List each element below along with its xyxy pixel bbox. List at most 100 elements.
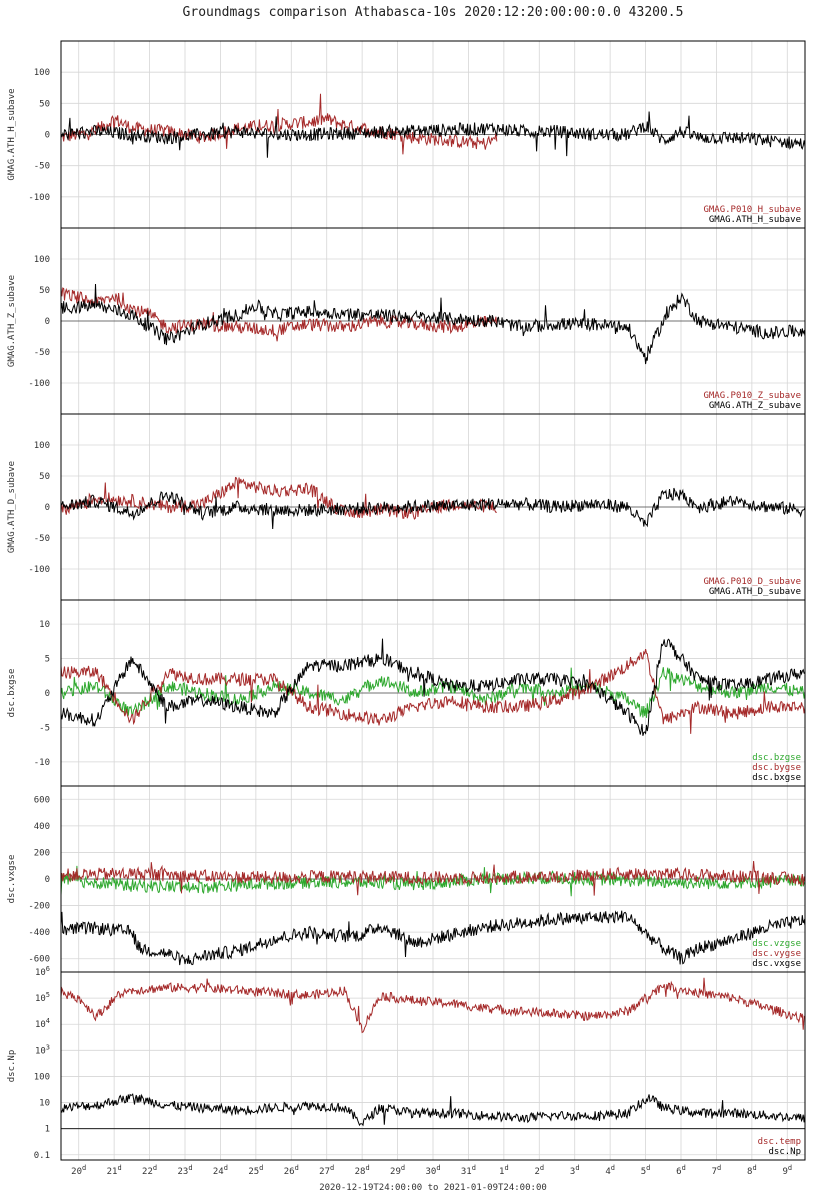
series-line-dsc-temp (61, 977, 805, 1034)
legend-entry: dsc.vygse (752, 949, 801, 959)
x-tick-label: 20d (71, 1164, 86, 1177)
series-line-dsc-vygse (61, 860, 805, 896)
x-tick-label: 30d (425, 1164, 440, 1177)
x-tick-label: 26d (284, 1164, 299, 1177)
y-tick-label: -600 (28, 955, 50, 965)
series-line-dsc-vxgse (61, 910, 805, 966)
x-tick-label: 22d (142, 1164, 157, 1177)
x-tick-label: 8d (747, 1164, 757, 1177)
panel-6: 0.1110100103104105106dsc.Npdsc.tempdsc.N… (7, 965, 806, 1161)
x-tick-label: 4d (605, 1164, 615, 1177)
legend-entry: dsc.vxgse (752, 959, 801, 969)
y-axis-label: GMAG.ATH_D_subave (7, 461, 17, 553)
x-tick-label: 6d (676, 1164, 686, 1177)
legend-entry: dsc.vzgse (752, 939, 801, 949)
series-line-gmag-p010-h-subave (61, 93, 498, 155)
series-line-dsc-bzgse (61, 667, 805, 718)
y-tick-label: 200 (34, 848, 50, 858)
panel-4: -10-50510dsc.bxgsedsc.bzgsedsc.bygsedsc.… (7, 599, 806, 787)
y-tick-label: 105 (35, 991, 50, 1004)
y-axis-label: dsc.Np (7, 1050, 17, 1083)
y-axis-label: GMAG.ATH_Z_subave (7, 275, 17, 367)
x-tick-label: 3d (570, 1164, 580, 1177)
legend-entry: GMAG.ATH_D_subave (709, 587, 801, 597)
legend-entry: GMAG.P010_Z_subave (703, 391, 801, 401)
x-tick-label: 5d (641, 1164, 651, 1177)
y-tick-label: -50 (34, 162, 50, 172)
legend-entry: dsc.Np (768, 1147, 801, 1157)
y-axis-label: GMAG.ATH_H_subave (7, 88, 17, 180)
series-line-gmag-ath-d-subave (61, 487, 805, 530)
legend-entry: dsc.bxgse (752, 773, 801, 783)
panel-frame (60, 971, 806, 1161)
panels: -100-50050100GMAG.ATH_H_subaveGMAG.P010_… (7, 40, 806, 1161)
y-tick-label: -50 (34, 348, 50, 358)
y-tick-label: 600 (34, 795, 50, 805)
y-tick-label: 0 (45, 503, 50, 513)
y-tick-label: 1 (45, 1125, 50, 1135)
legend-entry: GMAG.ATH_Z_subave (709, 401, 801, 411)
legend-entry: GMAG.ATH_H_subave (709, 215, 801, 225)
x-tick-label: 27d (319, 1164, 334, 1177)
y-tick-label: -10 (34, 758, 50, 768)
y-axis-label: dsc.vxgse (7, 855, 17, 904)
series-line-dsc-bxgse (61, 638, 805, 736)
y-tick-label: -100 (28, 193, 50, 203)
y-tick-label: -100 (28, 565, 50, 575)
y-axis-label: dsc.bxgse (7, 669, 17, 718)
series-line-dsc-vzgse (61, 865, 805, 897)
panel-5: -600 -400 -200 0 200 400 600 dsc.vxgse dsc.vzgse… (7, 785, 806, 973)
legend-entry: dsc.temp (758, 1137, 801, 1147)
panel-1: -100-50050100GMAG.ATH_H_subaveGMAG.P010_… (7, 40, 806, 229)
legend-entry: GMAG.P010_H_subave (703, 205, 801, 215)
y-tick-label: 50 (39, 286, 50, 296)
x-tick-label: 25d (248, 1164, 263, 1177)
y-tick-label: 0.1 (34, 1151, 50, 1161)
x-tick-label: 7d (712, 1164, 722, 1177)
y-tick-label: 10 (39, 620, 50, 630)
y-tick-label: 0 (45, 689, 50, 699)
x-tick-label: 29d (390, 1164, 405, 1177)
x-tick-label: 24d (213, 1164, 228, 1177)
legend-entry: dsc.bygse (752, 763, 801, 773)
series-line-dsc-np (61, 1093, 805, 1127)
x-tick-label: 23d (177, 1164, 192, 1177)
legend-entry: GMAG.P010_D_subave (703, 577, 801, 587)
y-tick-label: 100 (34, 1072, 50, 1082)
y-tick-label: -100 (28, 379, 50, 389)
chart-title: Groundmags comparison Athabasca-10s 2020… (183, 5, 684, 20)
x-tick-label: 21d (107, 1164, 122, 1177)
y-tick-label: 50 (39, 99, 50, 109)
x-axis-label: 2020-12-19T24:00:00 to 2021-01-09T24:00:… (319, 1183, 547, 1193)
y-tick-label: 106 (35, 965, 50, 978)
y-tick-label: 100 (34, 255, 50, 265)
x-tick-label: 28d (355, 1164, 370, 1177)
y-tick-label: -400 (28, 928, 50, 938)
y-tick-label: -200 (28, 902, 50, 912)
panel-2: -100-50050100GMAG.ATH_Z_subaveGMAG.P010_… (7, 227, 806, 415)
y-tick-label: 103 (35, 1043, 50, 1056)
series-line-gmag-p010-z-subave (61, 287, 498, 342)
x-tick-label: 9d (782, 1164, 792, 1177)
panel-3: -100-50050100GMAG.ATH_D_subaveGMAG.P010_… (7, 413, 806, 601)
y-tick-label: 104 (35, 1017, 50, 1030)
series-line-gmag-ath-h-subave (61, 111, 805, 158)
x-tick-label: 31d (461, 1164, 476, 1177)
y-tick-label: -50 (34, 534, 50, 544)
y-tick-label: 100 (34, 441, 50, 451)
y-tick-label: -5 (39, 723, 50, 733)
series-line-dsc-bygse (61, 648, 805, 734)
y-tick-label: 0 (45, 131, 50, 141)
y-tick-label: 50 (39, 472, 50, 482)
y-tick-label: 0 (45, 875, 50, 885)
y-tick-label: 0 (45, 317, 50, 327)
x-tick-label: 1d (499, 1164, 509, 1177)
x-axis: 20d 21d 22d 23d 24d 25d 26d 27d 28d 29d 30d 31d 1d 2d… (71, 1164, 792, 1177)
y-tick-label: 100 (34, 68, 50, 78)
legend-entry: dsc.bzgse (752, 753, 801, 763)
y-tick-label: 400 (34, 822, 50, 832)
y-tick-label: 10 (39, 1099, 50, 1109)
x-tick-label: 2d (534, 1164, 544, 1177)
series-line-gmag-ath-z-subave (61, 283, 805, 365)
